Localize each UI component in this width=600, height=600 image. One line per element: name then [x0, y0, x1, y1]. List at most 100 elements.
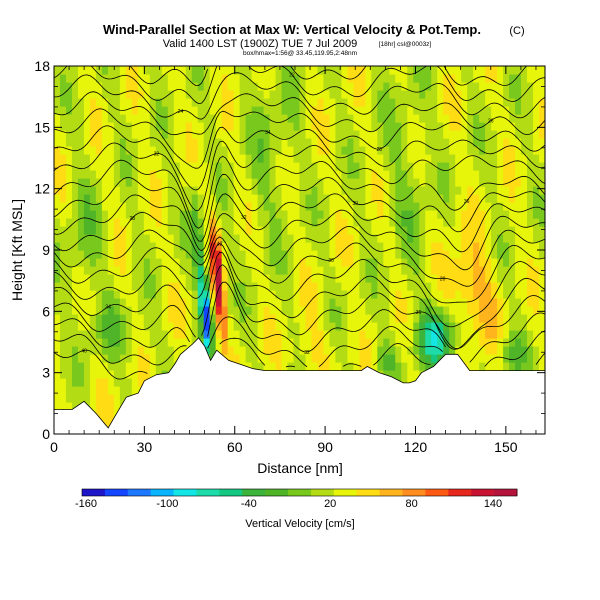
field-cell	[311, 130, 319, 139]
field-cell	[179, 234, 187, 243]
field-cell	[491, 338, 498, 347]
field-cell	[65, 218, 73, 227]
field-cell	[101, 162, 109, 171]
field-cell	[233, 306, 241, 315]
contour-label: 40	[81, 348, 87, 354]
field-cell	[275, 82, 283, 91]
field-cell	[347, 250, 354, 259]
field-cell	[245, 266, 253, 275]
field-cell	[515, 154, 522, 163]
field-cell	[59, 370, 67, 379]
field-cell	[251, 186, 259, 195]
field-cell	[233, 74, 241, 83]
field-cell	[317, 178, 325, 187]
contour-label: 26	[488, 119, 494, 125]
field-cell	[161, 138, 169, 147]
field-cell	[317, 210, 325, 219]
field-cell	[533, 314, 540, 323]
field-cell	[455, 90, 462, 99]
field-cell	[401, 122, 408, 131]
field-cell	[185, 90, 193, 99]
field-cell	[461, 226, 468, 235]
field-cell	[71, 114, 79, 123]
field-cell	[341, 202, 348, 211]
field-cell	[533, 258, 540, 267]
field-cell	[515, 298, 522, 307]
field-cell	[323, 218, 331, 227]
field-cell	[119, 394, 127, 403]
field-cell	[437, 282, 444, 291]
field-cell	[503, 362, 510, 371]
field-cell	[54, 122, 61, 131]
field-cell	[137, 298, 145, 307]
field-cell	[185, 282, 193, 291]
field-cell	[527, 266, 534, 275]
field-cell	[107, 282, 115, 291]
field-cell	[527, 202, 534, 211]
field-cell	[413, 154, 420, 163]
field-cell	[341, 186, 348, 195]
field-cell	[335, 82, 343, 91]
field-cell	[491, 362, 498, 371]
field-cell	[257, 178, 265, 187]
field-cell	[365, 122, 372, 131]
field-cell	[293, 266, 301, 275]
field-cell	[407, 306, 414, 315]
field-cell	[365, 346, 372, 355]
field-cell	[503, 234, 510, 243]
field-cell	[215, 234, 223, 243]
field-cell	[335, 210, 343, 219]
field-cell	[263, 114, 271, 123]
field-cell	[71, 354, 79, 363]
field-cell	[473, 306, 480, 315]
field-cell	[449, 66, 456, 75]
field-cell	[353, 74, 360, 83]
field-cell	[197, 330, 205, 339]
field-cell	[77, 362, 85, 371]
field-cell	[479, 138, 486, 147]
field-cell	[413, 306, 420, 315]
field-cell	[95, 338, 103, 347]
field-cell	[203, 298, 211, 307]
field-cell	[59, 234, 67, 243]
field-cell	[479, 170, 486, 179]
field-cell	[191, 250, 199, 259]
field-cell	[521, 242, 528, 251]
field-cell	[449, 314, 456, 323]
field-cell	[167, 122, 175, 131]
field-cell	[227, 306, 235, 315]
field-cell	[137, 330, 145, 339]
field-cell	[365, 242, 372, 251]
field-cell	[167, 186, 175, 195]
field-cell	[485, 362, 492, 371]
field-cell	[161, 114, 169, 123]
field-cell	[299, 274, 307, 283]
field-cell	[83, 354, 91, 363]
field-cell	[155, 290, 163, 299]
field-cell	[503, 122, 510, 131]
field-cell	[515, 170, 522, 179]
field-cell	[323, 82, 331, 91]
field-cell	[353, 346, 360, 355]
field-cell	[269, 218, 277, 227]
field-cell	[323, 186, 331, 195]
field-cell	[515, 322, 522, 331]
field-cell	[197, 122, 205, 131]
field-cell	[329, 98, 337, 107]
field-cell	[251, 114, 259, 123]
field-cell	[401, 162, 408, 171]
field-cell	[539, 234, 545, 243]
field-cell	[83, 154, 91, 163]
field-cell	[479, 82, 486, 91]
field-cell	[143, 74, 151, 83]
field-cell	[395, 322, 402, 331]
field-cell	[83, 314, 91, 323]
field-cell	[281, 194, 289, 203]
field-cell	[497, 274, 504, 283]
field-cell	[161, 218, 169, 227]
field-cell	[161, 98, 169, 107]
field-cell	[473, 346, 480, 355]
field-cell	[311, 362, 319, 371]
field-cell	[125, 250, 133, 259]
field-cell	[311, 178, 319, 187]
